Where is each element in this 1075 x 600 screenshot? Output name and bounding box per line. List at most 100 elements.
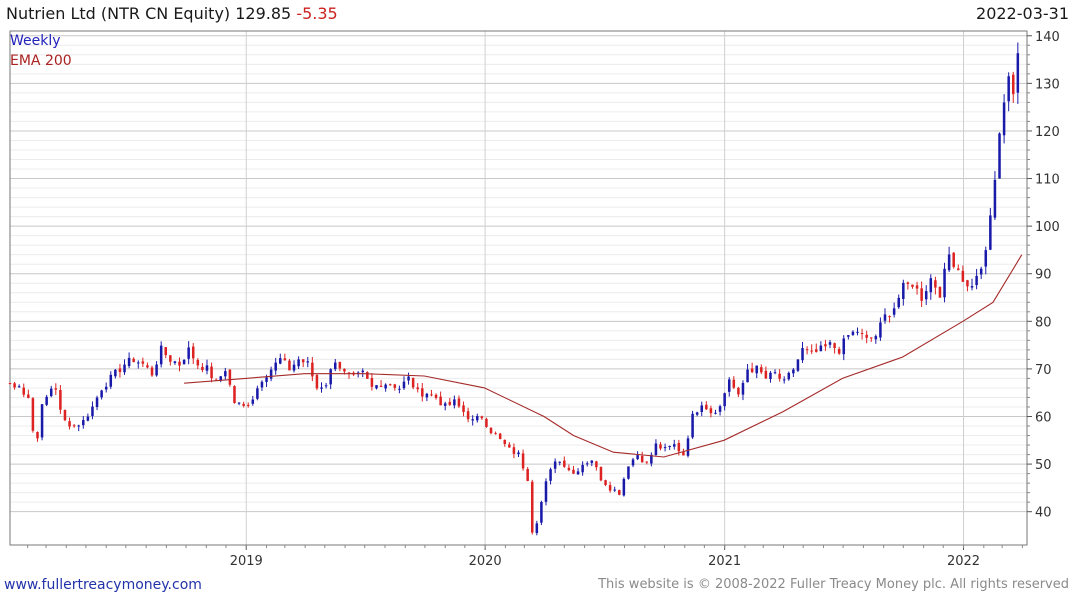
- candle-body: [480, 416, 484, 419]
- security-name: Nutrien Ltd (NTR CN Equity): [6, 4, 231, 23]
- candle-body: [178, 361, 181, 366]
- candle-body: [494, 433, 497, 435]
- candle-body: [82, 420, 85, 426]
- candle-body: [430, 394, 433, 396]
- candle-body: [27, 394, 30, 398]
- candle-body: [695, 412, 699, 415]
- candle-body: [182, 359, 186, 365]
- candle-body: [398, 388, 401, 390]
- candle-body: [842, 338, 846, 355]
- candle-body: [998, 133, 1001, 179]
- candle-body: [86, 416, 90, 421]
- candle-body: [741, 382, 745, 395]
- candle-body: [819, 345, 823, 352]
- candle-body: [572, 469, 575, 474]
- candle-body: [338, 362, 342, 369]
- candle-body: [530, 481, 534, 533]
- candle-body: [123, 364, 126, 373]
- candle-body: [306, 361, 310, 363]
- candle-body: [228, 369, 232, 385]
- candle-body: [448, 401, 452, 405]
- candle-body: [865, 334, 868, 338]
- candle-body: [782, 379, 786, 381]
- candle-body: [755, 365, 758, 374]
- candle-body: [636, 455, 639, 460]
- candle-body: [205, 365, 209, 371]
- candle-body: [104, 386, 108, 390]
- candle-body: [375, 385, 378, 389]
- candle-body: [989, 215, 992, 250]
- candle-body: [892, 308, 896, 315]
- candle-body: [585, 463, 589, 465]
- candle-body: [279, 358, 282, 364]
- candle-body: [672, 444, 676, 447]
- candle-body: [265, 377, 268, 382]
- candle-body: [599, 466, 603, 481]
- y-tick-label: 70: [1035, 363, 1052, 378]
- last-price: 129.85: [235, 4, 292, 23]
- candle-body: [631, 459, 635, 466]
- candle-body: [347, 372, 351, 374]
- candle-body: [613, 489, 616, 491]
- candle-body: [8, 383, 12, 385]
- candle-body: [645, 461, 649, 463]
- candle-body: [201, 366, 204, 371]
- candle-body: [952, 252, 955, 267]
- candle-body: [416, 387, 419, 390]
- website-link[interactable]: www.fullertreacymoney.com: [4, 577, 202, 593]
- candle-body: [604, 480, 607, 485]
- candle-body: [421, 388, 424, 397]
- candle-body: [663, 447, 667, 449]
- candle-body: [686, 438, 690, 456]
- candle-body: [654, 443, 658, 456]
- candle-body: [1016, 53, 1020, 93]
- candle-body: [938, 286, 942, 298]
- candle-body: [947, 254, 951, 271]
- candle-body: [705, 404, 708, 410]
- candle-body: [961, 270, 965, 282]
- candle-body: [100, 390, 103, 398]
- candle-body: [72, 425, 76, 427]
- candle-body: [237, 402, 241, 404]
- candle-body: [934, 280, 937, 288]
- candle-body: [489, 427, 493, 434]
- candle-body: [874, 336, 878, 340]
- candle-body: [810, 350, 813, 352]
- candle-body: [750, 368, 754, 373]
- candle-body: [466, 411, 470, 420]
- candle-body: [384, 384, 387, 389]
- candle-body: [224, 371, 227, 377]
- candle-body: [975, 275, 978, 286]
- candle-body: [297, 359, 300, 367]
- candle-body: [59, 390, 62, 410]
- x-tick-label: 2019: [230, 554, 263, 569]
- candle-body: [393, 384, 397, 388]
- candle-body: [169, 355, 172, 362]
- candle-body: [324, 385, 328, 387]
- y-tick-label: 40: [1035, 506, 1052, 521]
- candle-body: [269, 369, 273, 379]
- candle-body: [1002, 102, 1006, 136]
- candle-body: [1011, 74, 1015, 95]
- candle-body: [796, 359, 800, 371]
- candle-body: [906, 282, 910, 284]
- candle-body: [622, 478, 626, 496]
- candle-body: [54, 388, 58, 390]
- candle-body: [301, 359, 305, 363]
- x-axis: 2019 2020 2021 2022: [27, 545, 1023, 569]
- candle-body: [911, 284, 914, 287]
- candle-body: [805, 349, 809, 351]
- candle-body: [700, 405, 704, 413]
- candle-body: [118, 368, 122, 373]
- candle-body: [45, 396, 48, 405]
- y-tick-label: 120: [1035, 125, 1060, 140]
- candle-body: [77, 425, 80, 427]
- chart-title: Nutrien Ltd (NTR CN Equity) 129.85 -5.35: [6, 4, 338, 23]
- candle-body: [13, 383, 16, 388]
- ema-200-line: [184, 254, 1023, 458]
- candle-body: [540, 501, 543, 523]
- candle-body: [155, 364, 158, 376]
- candle-body: [402, 381, 406, 389]
- candle-body: [764, 370, 768, 379]
